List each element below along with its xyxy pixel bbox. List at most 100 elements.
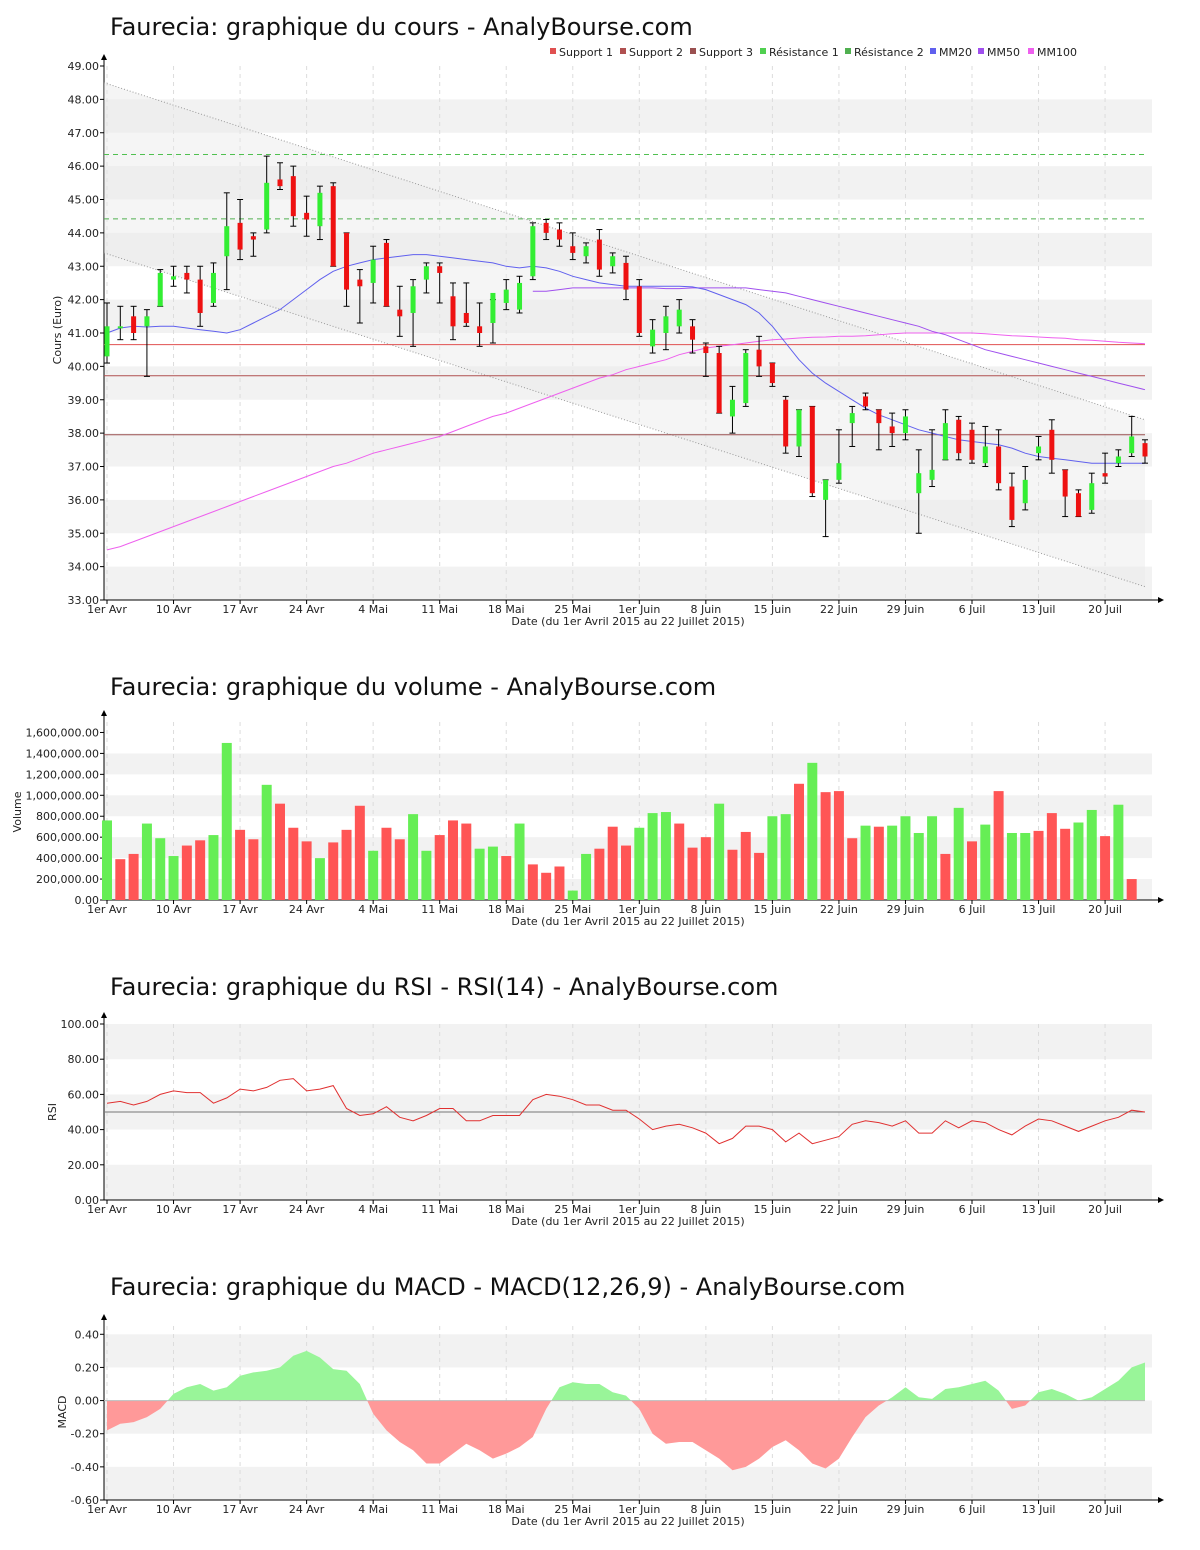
candle [130, 305, 137, 341]
price-xtick: 8 Juin [690, 603, 721, 616]
candle [822, 479, 829, 538]
volume-bar [328, 842, 339, 900]
macd-ytick: -0.60 [71, 1494, 99, 1507]
legend-swatch [978, 48, 984, 54]
volume-bar [1100, 836, 1111, 900]
volume-xtick: 4 Mai [358, 903, 388, 916]
volume-bar [115, 859, 126, 900]
price-ytick: 38.00 [68, 427, 100, 440]
legend-swatch [845, 48, 851, 54]
price-ytick: 35.00 [68, 527, 100, 540]
volume-chart-ylabel: Volume [11, 791, 24, 832]
macd-positive-area [551, 1382, 631, 1401]
volume-bar [474, 848, 485, 900]
candle [529, 222, 536, 281]
macd-xtick: 17 Avr [222, 1503, 258, 1516]
macd-x-arrow [1158, 1497, 1164, 1503]
volume-ytick: 0.00 [75, 894, 100, 907]
volume-bar [208, 835, 219, 900]
volume-bar [567, 890, 578, 900]
mm50-line [532, 287, 1146, 391]
price-xtick: 1er Juin [618, 603, 660, 616]
candle [649, 319, 656, 354]
volume-bar [314, 858, 325, 900]
rsi-ytick: 60.00 [68, 1088, 100, 1101]
candle [889, 412, 896, 447]
rsi-line [106, 1078, 1146, 1145]
price-ytick: 37.00 [68, 461, 100, 474]
price-xtick: 10 Avr [156, 603, 192, 616]
rsi-xtick: 22 Juin [820, 1203, 858, 1216]
macd-positive-area [167, 1350, 368, 1401]
volume-bar [221, 742, 232, 900]
volume-bar [368, 850, 379, 900]
legend-entry: MM100 [1037, 46, 1077, 59]
volume-bar [993, 791, 1004, 900]
candle [835, 429, 842, 484]
candle [503, 279, 510, 311]
candle [915, 449, 922, 534]
legend-entry: Support 3 [699, 46, 753, 59]
macd-xtick: 22 Juin [820, 1503, 858, 1516]
candle [157, 269, 164, 307]
candle [423, 262, 430, 294]
price-x-arrow [1158, 597, 1164, 603]
volume-bar [168, 856, 179, 900]
volume-bar [141, 823, 152, 900]
macd-ytick: -0.20 [71, 1428, 99, 1441]
rsi-ytick: 80.00 [68, 1053, 100, 1066]
candle [982, 425, 989, 467]
macd-ytick: 0.00 [75, 1395, 100, 1408]
rsi-xtick: 4 Mai [358, 1203, 388, 1216]
volume-chart-xlabel: Date (du 1er Avril 2015 au 22 Juillet 20… [511, 915, 744, 928]
volume-x-arrow [1158, 897, 1164, 903]
rsi-xtick: 29 Juin [887, 1203, 925, 1216]
macd-ytick: 0.20 [75, 1361, 100, 1374]
rsi-chart: Faurecia: graphique du RSI - RSI(14) - A… [46, 973, 1164, 1228]
volume-bar [181, 845, 192, 900]
candle [702, 342, 709, 377]
volume-bar [807, 762, 818, 900]
volume-xtick: 10 Avr [156, 903, 192, 916]
rsi-xtick: 11 Mai [421, 1203, 458, 1216]
candle [316, 185, 323, 241]
candle [569, 232, 576, 261]
candle [1075, 489, 1082, 518]
legend-swatch [760, 48, 766, 54]
price-xtick: 29 Juin [887, 603, 925, 616]
volume-bar [128, 853, 139, 900]
candle [902, 409, 909, 441]
candle [636, 279, 643, 337]
candle [463, 282, 470, 327]
price-ytick: 42.00 [68, 294, 100, 307]
volume-bar [434, 835, 445, 900]
candle [356, 269, 363, 324]
candle [556, 222, 563, 247]
candle [1142, 439, 1148, 464]
candle [197, 265, 204, 327]
candle [223, 192, 230, 291]
candle [303, 195, 310, 237]
volume-ytick: 1,600,000.00 [26, 726, 99, 739]
candle [769, 362, 776, 387]
channel-lower-line [103, 252, 1146, 588]
candle [183, 265, 190, 294]
volume-bar [847, 838, 858, 900]
volume-bar [727, 849, 738, 900]
candle [1088, 472, 1095, 514]
macd-xtick: 15 Juin [754, 1503, 792, 1516]
rsi-y-arrow [101, 1012, 107, 1018]
price-ytick: 43.00 [68, 260, 100, 273]
legend-entry: Support 1 [559, 46, 613, 59]
candle [849, 405, 856, 447]
volume-xtick: 15 Juin [754, 903, 792, 916]
volume-bar [1086, 809, 1097, 900]
volume-bar [527, 864, 538, 900]
macd-chart-ylabel: MACD [56, 1396, 69, 1429]
legend-entry: MM20 [939, 46, 972, 59]
candle [742, 349, 749, 407]
volume-chart: Faurecia: graphique du volume - AnalyBou… [11, 673, 1164, 928]
price-xtick: 6 Juil [959, 603, 986, 616]
price-xtick: 17 Avr [222, 603, 258, 616]
